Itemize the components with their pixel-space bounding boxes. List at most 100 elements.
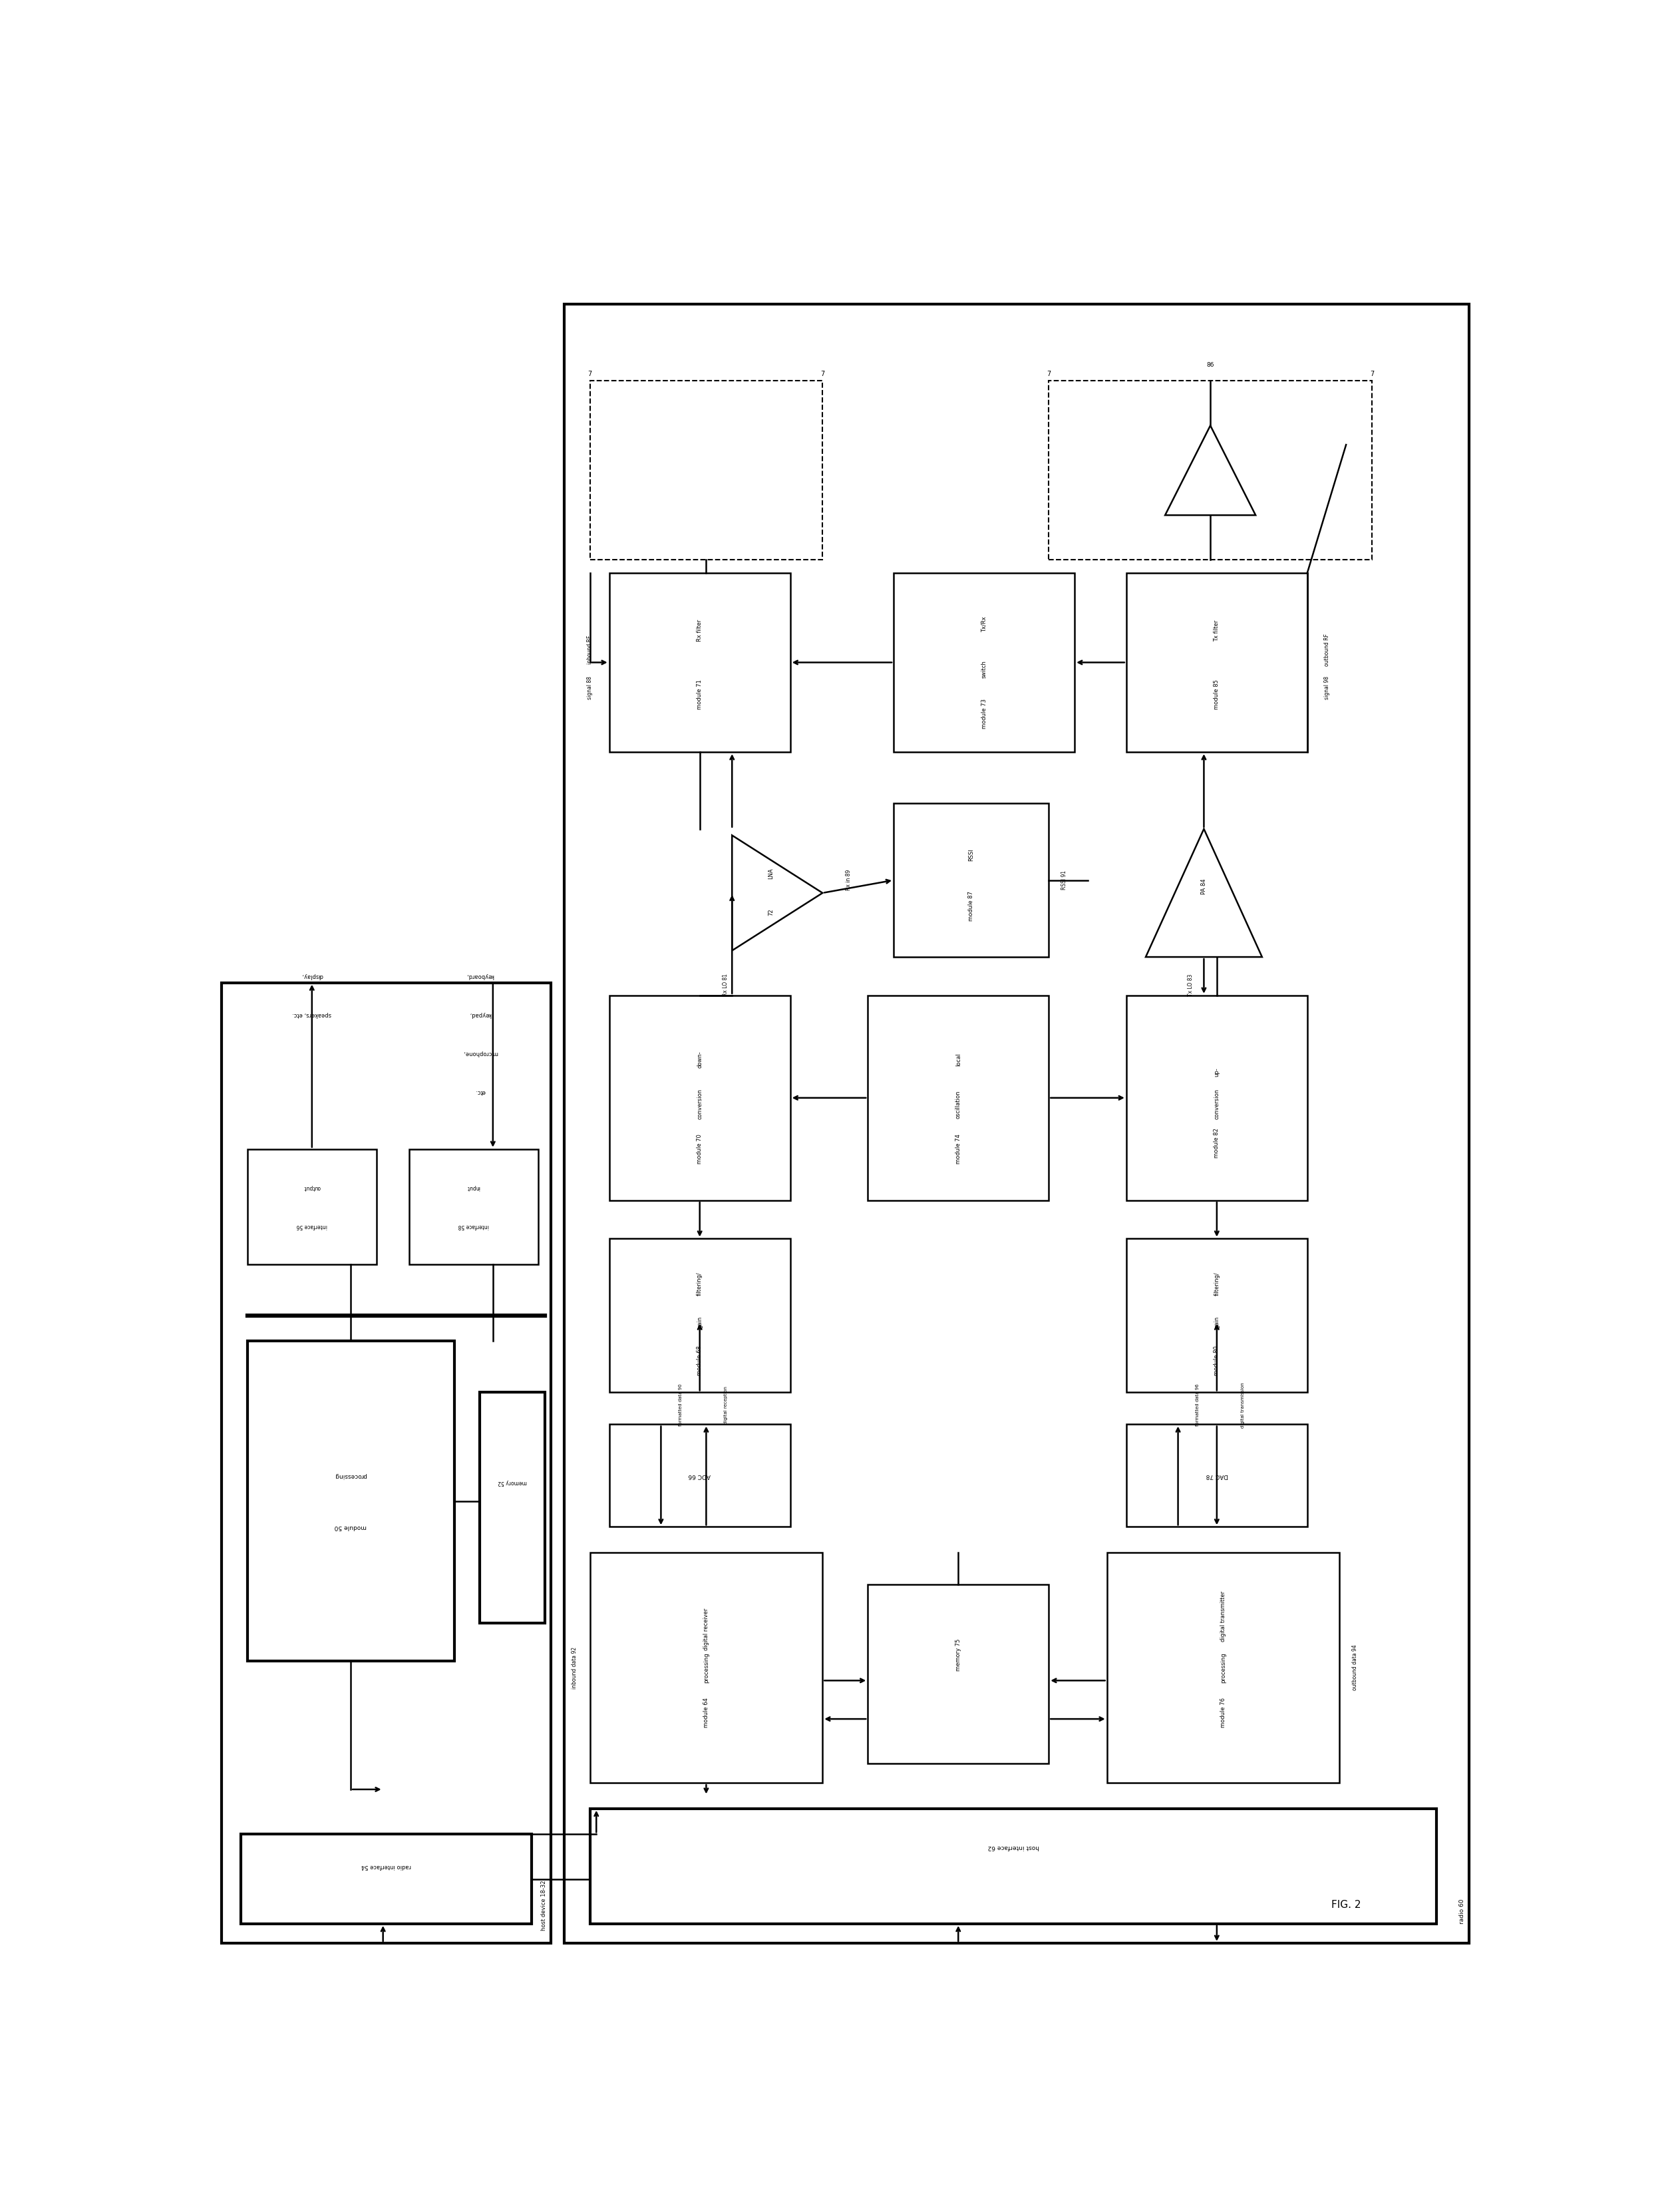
Text: 7: 7 (1048, 372, 1051, 378)
Bar (1126, 1425, 1308, 1526)
Text: 72: 72 (767, 909, 774, 916)
Text: outbound RF: outbound RF (1324, 633, 1329, 666)
Bar (222, 982, 550, 1942)
Text: module 64: module 64 (704, 1697, 709, 1728)
Text: conversion: conversion (1214, 1088, 1219, 1119)
Bar (1126, 573, 1308, 752)
Text: RSSI: RSSI (967, 847, 974, 860)
Text: input: input (467, 1183, 480, 1190)
Text: Rx LO 81: Rx LO 81 (722, 973, 729, 995)
Text: module 80: module 80 (1214, 1345, 1219, 1376)
Text: etc.: etc. (475, 1088, 485, 1095)
Bar (1126, 995, 1308, 1201)
Text: Tx/Rx: Tx/Rx (981, 617, 987, 633)
Bar (894, 803, 1049, 958)
Bar (480, 1391, 544, 1624)
Text: module 71: module 71 (697, 679, 702, 710)
Text: switch: switch (981, 659, 987, 677)
Text: inbound RF: inbound RF (587, 635, 592, 664)
Text: formatted data 90: formatted data 90 (679, 1385, 682, 1427)
Text: up-: up- (1214, 1068, 1219, 1077)
Text: outbound data 94: outbound data 94 (1353, 1646, 1358, 1690)
Text: RSSI 91: RSSI 91 (1061, 872, 1068, 889)
Text: PA 84: PA 84 (1201, 878, 1208, 894)
Text: inbound data 92: inbound data 92 (572, 1646, 577, 1688)
Text: interface 56: interface 56 (297, 1223, 327, 1230)
Bar (247, 1340, 454, 1661)
Text: 7: 7 (587, 372, 592, 378)
Bar (247, 1148, 377, 1265)
Text: digital reception: digital reception (724, 1387, 727, 1425)
Text: memory 52: memory 52 (497, 1480, 527, 1484)
Text: microphone,: microphone, (462, 1051, 497, 1055)
Text: host interface 62: host interface 62 (987, 1845, 1039, 1849)
Text: 7: 7 (821, 372, 824, 378)
Bar (867, 995, 1049, 1201)
Text: host device 18-32: host device 18-32 (540, 1880, 547, 1931)
Text: module 73: module 73 (981, 699, 987, 728)
Text: processing: processing (1221, 1652, 1226, 1683)
Text: processing: processing (335, 1473, 367, 1478)
Bar (1049, 380, 1371, 560)
Text: Rx filter: Rx filter (697, 619, 702, 641)
Text: module 82: module 82 (1214, 1128, 1219, 1157)
Text: conversion: conversion (697, 1088, 702, 1119)
Text: digital receiver: digital receiver (704, 1608, 709, 1650)
Bar (894, 573, 1074, 752)
Text: local: local (956, 1053, 961, 1066)
Bar (609, 573, 791, 752)
Text: 7: 7 (1369, 372, 1374, 378)
Text: module 85: module 85 (1214, 679, 1219, 710)
Text: keyboard,: keyboard, (465, 973, 494, 980)
Text: formatted data 96: formatted data 96 (1196, 1385, 1199, 1427)
Bar (609, 1425, 791, 1526)
Text: digital transmission: digital transmission (1241, 1382, 1244, 1429)
Bar (590, 1809, 1436, 1924)
Text: module 70: module 70 (697, 1135, 702, 1164)
Text: filtering/: filtering/ (1214, 1272, 1219, 1296)
Text: signal 88: signal 88 (587, 677, 592, 699)
Polygon shape (1164, 425, 1256, 515)
Text: LNA: LNA (767, 867, 774, 880)
Text: gain: gain (697, 1316, 702, 1327)
Bar (590, 1553, 822, 1783)
Text: processing: processing (704, 1652, 709, 1683)
Text: signal 98: signal 98 (1324, 677, 1329, 699)
Text: down-: down- (697, 1051, 702, 1068)
Text: Tx LO 83: Tx LO 83 (1188, 973, 1194, 995)
Text: radio interface 54: radio interface 54 (362, 1863, 412, 1869)
Text: digital transmitter: digital transmitter (1221, 1590, 1226, 1641)
Text: module 76: module 76 (1221, 1697, 1226, 1728)
Text: module 50: module 50 (335, 1524, 367, 1531)
Text: oscillation: oscillation (956, 1091, 961, 1119)
Polygon shape (1146, 830, 1263, 958)
Text: 86: 86 (1206, 363, 1214, 369)
Text: display,: display, (300, 973, 324, 980)
Text: ADC 66: ADC 66 (689, 1473, 711, 1478)
Bar (609, 1239, 791, 1391)
Text: module 74: module 74 (956, 1135, 961, 1164)
Text: FIG. 2: FIG. 2 (1331, 1900, 1361, 1909)
Polygon shape (732, 836, 822, 951)
Text: output: output (304, 1183, 320, 1190)
Bar (564, 303, 1470, 1942)
Bar (240, 1834, 532, 1924)
Bar (1108, 1553, 1339, 1783)
Text: memory 75: memory 75 (956, 1639, 961, 1670)
Text: DAC 78: DAC 78 (1206, 1473, 1228, 1478)
Text: filtering/: filtering/ (697, 1272, 702, 1296)
Text: Rx in 89: Rx in 89 (846, 869, 851, 891)
Text: radio 60: radio 60 (1460, 1898, 1465, 1924)
Text: interface 58: interface 58 (459, 1223, 489, 1230)
Bar (590, 380, 822, 560)
Bar (409, 1148, 539, 1265)
Text: Tx filter: Tx filter (1214, 619, 1219, 641)
Text: keypad,: keypad, (469, 1011, 490, 1018)
Text: module 68: module 68 (697, 1345, 702, 1376)
Bar (1126, 1239, 1308, 1391)
Text: gain: gain (1214, 1316, 1219, 1327)
Bar (609, 995, 791, 1201)
Text: module 87: module 87 (967, 891, 974, 920)
Text: speakers, etc.: speakers, etc. (292, 1011, 332, 1018)
Bar (867, 1584, 1049, 1763)
